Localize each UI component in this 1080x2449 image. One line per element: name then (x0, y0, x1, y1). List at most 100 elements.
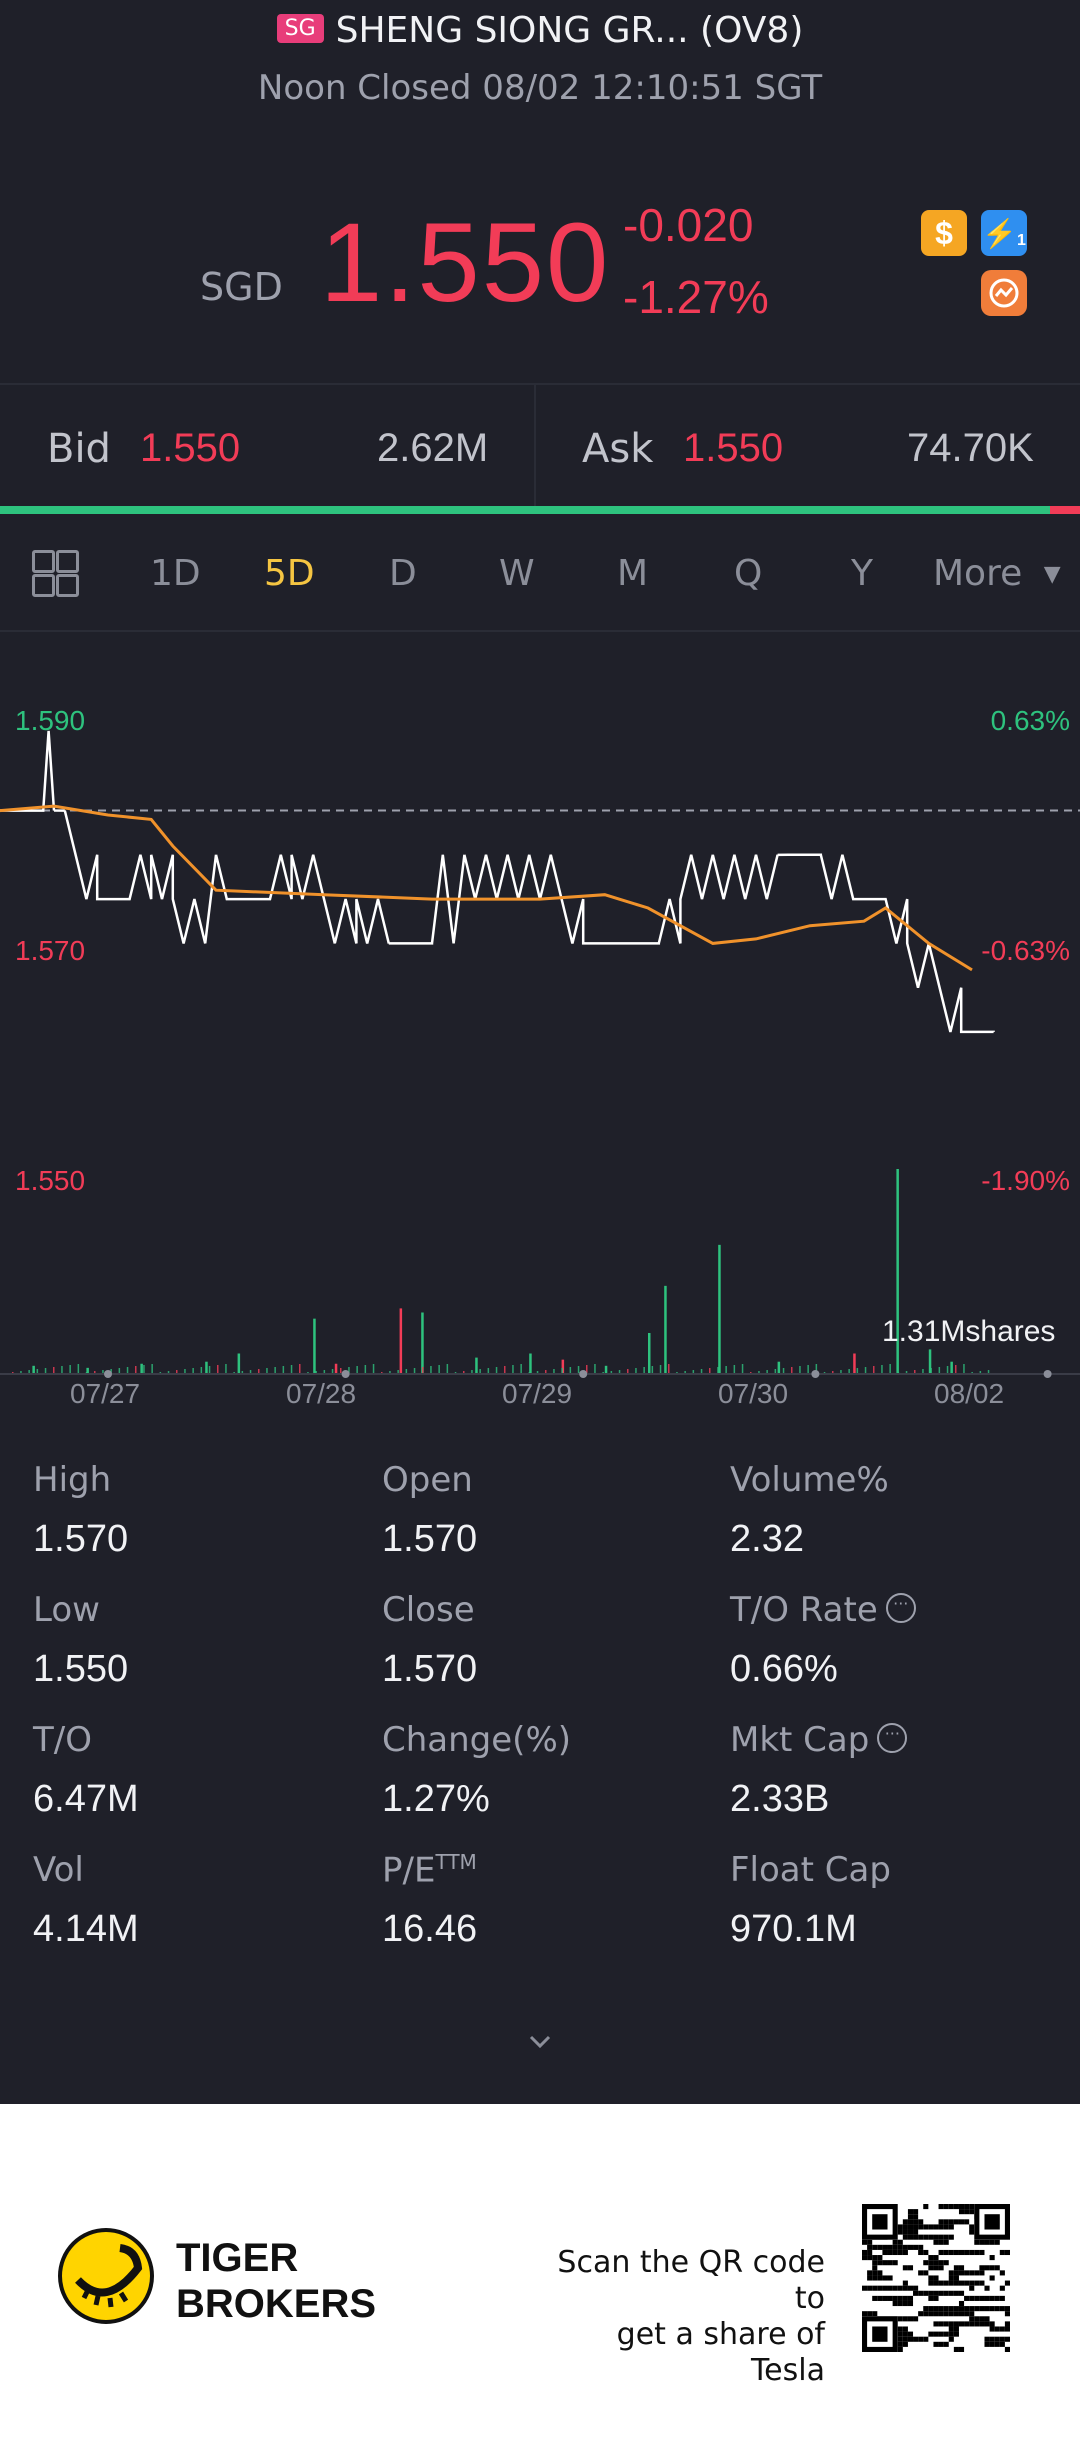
stat-value: 4.14M (33, 1908, 139, 1950)
volume-bar (987, 1370, 990, 1374)
currency-label: SGD (200, 265, 283, 309)
volume-bar (422, 1367, 424, 1374)
ask-ratio-bar (1050, 506, 1080, 514)
volume-bar (594, 1364, 596, 1374)
bid-volume: 2.62M (377, 426, 489, 470)
stat-value: 2.33B (730, 1778, 830, 1820)
stat-value: 970.1M (730, 1908, 857, 1950)
volume-bar (323, 1370, 326, 1374)
volume-bar (889, 1364, 891, 1374)
date-tick: 07/29 (502, 1378, 573, 1409)
stat-value: 6.47M (33, 1778, 139, 1820)
tab-5d[interactable]: 5D (264, 553, 315, 594)
volume-bar (684, 1371, 686, 1374)
y-tick-high: 1.590 (15, 705, 86, 736)
tab-w[interactable]: W (499, 553, 535, 594)
volume-bar (77, 1364, 80, 1374)
volume-bar (471, 1370, 473, 1374)
market-badge: SG (276, 13, 324, 43)
trade-icon[interactable] (981, 270, 1027, 316)
volume-bar (110, 1369, 112, 1374)
volume-bar (928, 1349, 932, 1374)
volume-bar (840, 1370, 842, 1374)
dollar-icon[interactable]: $ (921, 210, 967, 256)
volume-bar (815, 1364, 818, 1374)
chevron-down-icon[interactable] (528, 2030, 552, 2054)
volume-bar (536, 1371, 539, 1374)
volume-bar (668, 1364, 670, 1374)
stat-label: Close (382, 1590, 475, 1630)
volume-bar (717, 1367, 719, 1374)
volume-bar (356, 1366, 358, 1374)
tab-y[interactable]: Y (851, 553, 873, 594)
tab-1d[interactable]: 1D (150, 553, 201, 594)
volume-bar (659, 1365, 662, 1374)
volume-bar (184, 1369, 186, 1374)
volume-bar (561, 1359, 565, 1374)
volume-bar (733, 1365, 736, 1374)
volume-bar (32, 1365, 35, 1374)
stat-value: 0.66% (730, 1648, 838, 1690)
volume-bar (479, 1369, 481, 1374)
stat-label: Volume% (730, 1460, 889, 1500)
volume-bar (807, 1365, 809, 1374)
volume-bar (709, 1368, 711, 1374)
stat-label: T/O (33, 1720, 92, 1760)
volume-bar (205, 1361, 208, 1374)
volume-bar (881, 1365, 883, 1374)
volume-bar (896, 1169, 899, 1374)
promo-footer (0, 2104, 1080, 2449)
flash-icon[interactable]: ⚡ 1 (981, 210, 1027, 256)
date-tick: 08/02 (934, 1378, 1005, 1409)
volume-bar (577, 1366, 580, 1374)
last-price: 1.550 (320, 200, 611, 325)
tab-q[interactable]: Q (734, 553, 763, 594)
volume-bar (718, 1244, 721, 1374)
volume-bar (777, 1361, 781, 1374)
volume-bar (405, 1369, 408, 1374)
tab-d[interactable]: D (389, 553, 417, 594)
info-icon[interactable]: ··· (877, 1722, 908, 1753)
tab-m[interactable]: M (617, 553, 649, 594)
grid-icon[interactable] (32, 550, 79, 597)
volume-bar (176, 1370, 178, 1374)
volume-bar (791, 1367, 793, 1374)
volume-bar (504, 1366, 506, 1374)
volume-bar (475, 1357, 478, 1374)
volume-bar (274, 1367, 276, 1374)
volume-bar (315, 1371, 317, 1374)
stock-name: SHENG SIONG GR... (OV8) (335, 10, 804, 51)
volume-bar (397, 1370, 399, 1374)
ask-volume: 74.70K (907, 426, 1034, 470)
info-icon[interactable]: ··· (885, 1592, 916, 1623)
stat-value: 1.570 (382, 1518, 478, 1560)
volume-bar (627, 1369, 629, 1374)
volume-bar (200, 1367, 203, 1374)
qr-code-icon[interactable] (862, 2204, 1010, 2352)
volume-bar (853, 1353, 856, 1374)
volume-bar (782, 1368, 785, 1374)
volume-bar (569, 1367, 572, 1374)
bid-ask-ratio-bar (0, 506, 1080, 514)
volume-bar (241, 1371, 244, 1374)
volume-bar (430, 1366, 432, 1374)
volume-bar (873, 1366, 875, 1374)
volume-bar (618, 1370, 621, 1374)
stat-label: Vol (33, 1850, 84, 1890)
volume-label: 1.31Mshares (882, 1315, 1056, 1348)
day-marker (104, 1370, 112, 1378)
price-line (0, 730, 995, 1034)
volume-bar (446, 1364, 449, 1374)
volume-bar (140, 1363, 143, 1374)
volume-bar (28, 1370, 30, 1374)
volume-bar (413, 1368, 416, 1374)
tab-more[interactable]: More ▼ (933, 553, 1061, 594)
stat-label: T/O Rate ··· (730, 1590, 916, 1630)
day-marker (1043, 1370, 1052, 1378)
volume-bar (741, 1364, 744, 1374)
volume-bar (545, 1370, 547, 1374)
stat-value: 1.570 (382, 1648, 478, 1690)
intraday-chart[interactable] (0, 632, 1080, 1392)
volume-bar (118, 1368, 121, 1374)
volume-bar (20, 1371, 22, 1374)
